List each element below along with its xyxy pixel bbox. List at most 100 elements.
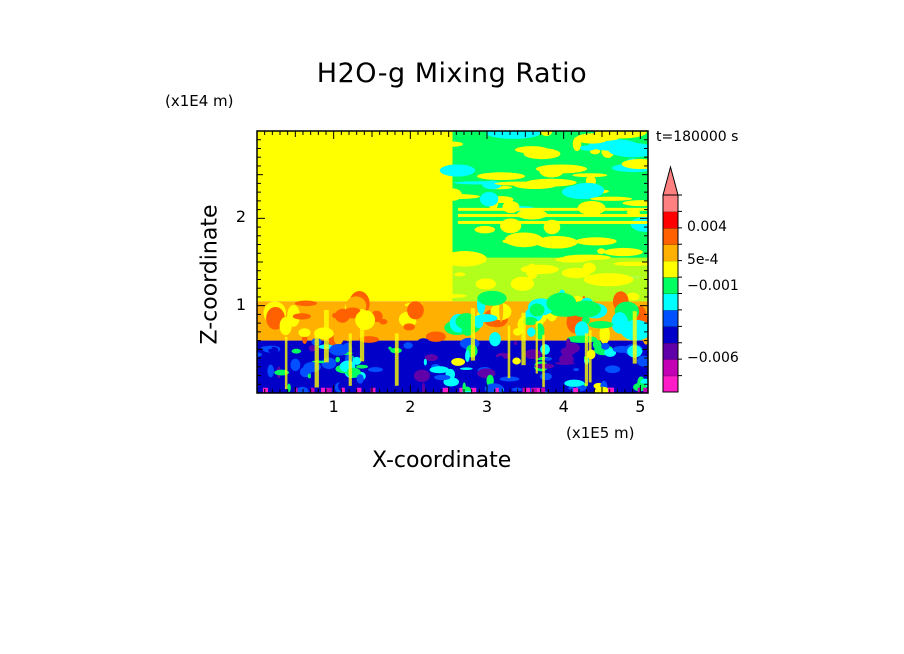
- field-speck: [321, 387, 325, 393]
- field-patch: [546, 292, 577, 314]
- colorbar-swatch: [663, 195, 678, 212]
- colorbar-label: −0.006: [687, 350, 739, 367]
- field-patch: [333, 326, 344, 346]
- field-plume: [470, 308, 476, 361]
- field-patch: [332, 369, 337, 380]
- field-patch: [298, 328, 311, 337]
- field-speck: [526, 387, 531, 393]
- x-axis-title: X-coordinate: [372, 448, 512, 473]
- field-plume: [535, 321, 538, 374]
- field-patch: [486, 131, 541, 139]
- field-patch: [570, 300, 601, 318]
- field-plume: [284, 336, 288, 390]
- field-patch: [329, 347, 346, 355]
- field-patch: [416, 338, 431, 350]
- field-patch: [575, 133, 609, 144]
- field-speck: [637, 387, 641, 393]
- field-speck: [534, 387, 540, 393]
- field-patch: [601, 342, 610, 350]
- field-plume: [632, 311, 637, 364]
- time-label: t=180000 s: [656, 129, 739, 145]
- field-patch: [352, 356, 362, 365]
- field-patch: [572, 173, 608, 178]
- field-patch: [367, 367, 383, 373]
- x-axis-scale-label: (x1E5 m): [566, 424, 635, 442]
- field-patch: [442, 141, 463, 147]
- field-patch: [267, 364, 275, 378]
- field-patch: [592, 339, 602, 350]
- field-speck: [643, 387, 648, 393]
- field-patch: [496, 355, 505, 368]
- colorbar-label: 5e-4: [687, 251, 719, 268]
- field-patch: [290, 358, 301, 372]
- field-speck: [372, 387, 376, 393]
- field-patch: [279, 316, 292, 336]
- x-tick-label: 5: [635, 397, 646, 416]
- field-speck: [294, 387, 298, 393]
- field-plume: [348, 333, 352, 386]
- field-patch: [500, 218, 522, 234]
- field-patch: [424, 354, 439, 362]
- field-patch: [566, 335, 598, 343]
- field-patch: [477, 290, 507, 306]
- field-plume: [314, 335, 319, 388]
- field-patch: [439, 164, 476, 177]
- field-speck: [573, 387, 579, 393]
- x-tick-label: 3: [481, 397, 493, 416]
- field-speck: [262, 387, 268, 393]
- field-patch: [482, 180, 502, 190]
- field-patch: [621, 158, 648, 170]
- field-patch: [403, 323, 415, 331]
- field-patch: [379, 318, 388, 325]
- field-patch: [573, 368, 580, 372]
- field-patch: [511, 387, 523, 392]
- colorbar-swatch: [663, 260, 678, 278]
- field-patch: [257, 371, 266, 380]
- field-stripe: [457, 220, 648, 224]
- field-patch: [599, 324, 610, 345]
- field-speck: [325, 387, 332, 393]
- field-patch: [451, 357, 466, 366]
- field-patch: [413, 369, 430, 383]
- field-patch: [590, 196, 633, 201]
- colorbar-swatch: [663, 244, 678, 261]
- field-stripe: [457, 207, 648, 211]
- field-patch: [300, 319, 315, 325]
- region-upper-left: [257, 131, 453, 302]
- field-patch: [535, 236, 578, 249]
- field-speck: [341, 387, 345, 393]
- field-patch: [407, 301, 424, 320]
- field-speck: [459, 387, 463, 393]
- field-patch: [630, 216, 648, 232]
- field-patch: [423, 358, 427, 366]
- colorbar-swatch: [663, 342, 678, 360]
- field-patch: [403, 342, 413, 349]
- field-patch: [434, 374, 451, 381]
- field-patch: [335, 308, 350, 323]
- colorbar-swatch: [663, 326, 678, 344]
- field-patch: [564, 379, 584, 387]
- field-plume: [323, 309, 329, 363]
- field-patch: [313, 327, 334, 340]
- field-patch: [429, 366, 450, 374]
- field-patch: [308, 345, 316, 352]
- field-speck: [471, 387, 477, 393]
- field-patch: [544, 357, 552, 361]
- field-plume: [359, 308, 365, 362]
- field-patch: [524, 349, 542, 360]
- colorbar-label: −0.001: [687, 277, 739, 294]
- field-patch: [626, 209, 641, 216]
- field-plume: [521, 312, 526, 366]
- field-patch: [529, 303, 545, 317]
- field-patch: [604, 348, 617, 357]
- colorbar-swatch: [663, 359, 678, 376]
- field-speck: [531, 387, 538, 393]
- colorbar-swatch: [663, 293, 678, 311]
- field-patch: [608, 357, 627, 362]
- field-patch: [460, 367, 473, 370]
- field-patch: [603, 247, 643, 257]
- field-patch: [307, 373, 312, 379]
- field-patch: [489, 332, 501, 347]
- field-patch: [622, 200, 648, 207]
- colorbar-swatch: [663, 277, 678, 294]
